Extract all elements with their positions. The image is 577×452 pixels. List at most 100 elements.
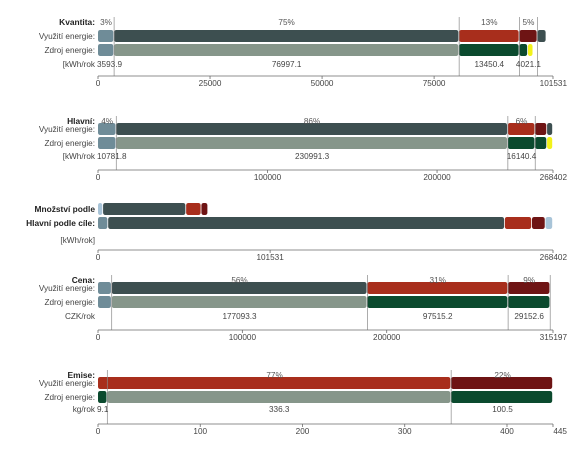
percent-label: 77%: [266, 371, 282, 380]
bar-segment: [201, 203, 208, 215]
value-label: 3593.9: [97, 60, 122, 69]
row-label: Využití energie:: [39, 125, 95, 134]
bar-segment: [98, 203, 103, 215]
tick-label: 0: [96, 79, 101, 88]
row-label: Hlavní podle cíle:: [26, 218, 95, 228]
row-label: Využití energie:: [39, 284, 95, 293]
value-label: 13450.4: [474, 60, 504, 69]
bar-segment: [508, 282, 550, 294]
unit-label: kg/rok: [73, 405, 96, 414]
unit-label: [kWh/rok: [63, 152, 96, 161]
row-label: Využití energie:: [39, 32, 95, 41]
tick-label: 100: [193, 427, 207, 436]
tick-label: 101531: [256, 253, 284, 262]
bar-segment: [547, 137, 553, 149]
tick-label: 100000: [229, 333, 257, 342]
tick-label: 400: [500, 427, 514, 436]
bar-segment: [98, 44, 114, 56]
row-label: Zdroj energie:: [44, 139, 95, 148]
panel-title: Emise:: [68, 370, 95, 380]
bar-segment: [116, 123, 508, 135]
panel-title: Hlavní:: [67, 116, 95, 126]
bar-segment: [531, 217, 545, 229]
value-label: 4021.1: [516, 60, 541, 69]
axis-end-label: 268402: [540, 253, 568, 262]
tick-label: 0: [96, 333, 101, 342]
bar-segment: [547, 123, 553, 135]
value-label: 97515.2: [423, 312, 453, 321]
row-label: Zdroj energie:: [44, 46, 95, 55]
bar-segment: [98, 123, 116, 135]
bar-segment: [451, 377, 553, 389]
bar-segment: [107, 391, 451, 403]
percent-label: 22%: [494, 371, 510, 380]
bar-segment: [108, 217, 505, 229]
bar-segment: [367, 282, 508, 294]
panel-title: Kvantita:: [59, 17, 95, 27]
bar-segment: [98, 137, 116, 149]
value-label: 230991.3: [295, 152, 330, 161]
percent-label: 6%: [516, 117, 528, 126]
unit-label: [kWh/rok]: [60, 236, 95, 245]
bar-segment: [508, 296, 550, 308]
bar-segment: [367, 296, 508, 308]
tick-label: 0: [96, 173, 101, 182]
bar-segment: [98, 217, 108, 229]
tick-label: 200000: [373, 333, 401, 342]
bar-segment: [111, 282, 367, 294]
percent-label: 86%: [304, 117, 320, 126]
unit-label: CZK/rok: [65, 312, 96, 321]
bar-segment: [114, 44, 459, 56]
value-label: 76997.1: [272, 60, 302, 69]
panel-title: Cena:: [72, 275, 95, 285]
bar-segment: [98, 391, 107, 403]
tick-label: 50000: [311, 79, 334, 88]
axis-end-label: 268402: [540, 173, 568, 182]
tick-label: 0: [96, 253, 101, 262]
bar-segment: [519, 30, 537, 42]
tick-label: 200000: [423, 173, 451, 182]
percent-label: 13%: [481, 18, 497, 27]
bar-segment: [98, 30, 114, 42]
bar-segment: [537, 30, 546, 42]
row-label: Zdroj energie:: [44, 298, 95, 307]
bar-segment: [103, 203, 186, 215]
bar-segment: [535, 123, 547, 135]
bar-segment: [535, 137, 547, 149]
bar-segment: [459, 44, 519, 56]
bar-segment: [98, 282, 111, 294]
bar-segment: [507, 137, 535, 149]
value-label: 177093.3: [222, 312, 257, 321]
tick-label: 75000: [423, 79, 446, 88]
row-label: Zdroj energie:: [44, 393, 95, 402]
bar-segment: [98, 377, 451, 389]
percent-label: 56%: [231, 276, 247, 285]
bar-segment: [545, 217, 553, 229]
axis-end-label: 315197: [540, 333, 568, 342]
bar-segment: [186, 203, 201, 215]
bar-segment: [114, 30, 459, 42]
bar-segment: [507, 123, 535, 135]
value-label: 16140.4: [507, 152, 537, 161]
value-label: 336.3: [269, 405, 290, 414]
value-label: 29152.6: [514, 312, 544, 321]
unit-label: [kWh/rok: [63, 60, 96, 69]
axis-end-label: 445: [553, 427, 567, 436]
bar-segment: [116, 137, 508, 149]
bar-segment: [459, 30, 519, 42]
percent-label: 5%: [523, 18, 535, 27]
axis-end-label: 101531: [540, 79, 568, 88]
bar-segment: [98, 296, 111, 308]
tick-label: 100000: [254, 173, 282, 182]
value-label: 10781.8: [97, 152, 127, 161]
bar-segment: [451, 391, 553, 403]
tick-label: 0: [96, 427, 101, 436]
row-label: Využití energie:: [39, 379, 95, 388]
tick-label: 25000: [199, 79, 222, 88]
percent-label: 3%: [100, 18, 112, 27]
tick-label: 300: [398, 427, 412, 436]
percent-label: 75%: [278, 18, 294, 27]
tick-label: 200: [296, 427, 310, 436]
value-label: 9.1: [97, 405, 109, 414]
